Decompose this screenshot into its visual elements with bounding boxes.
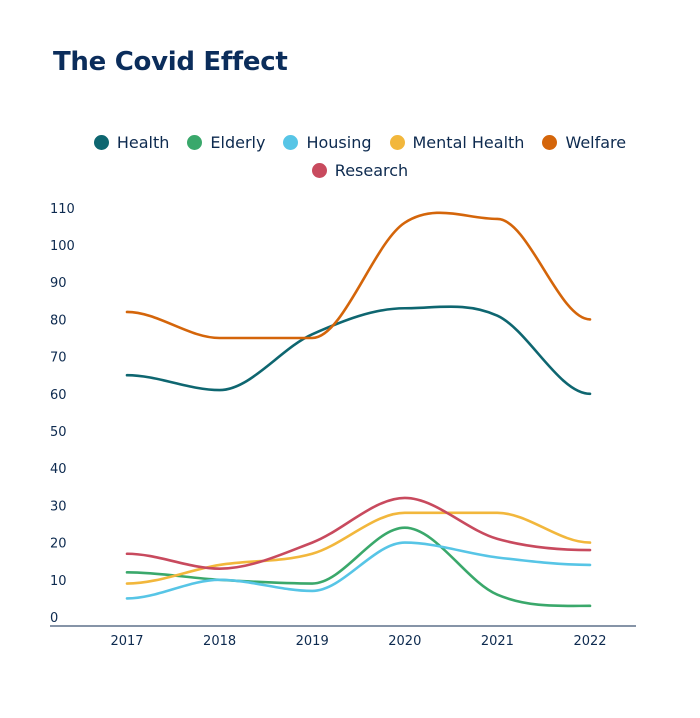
legend: Health Elderly Housing Mental Health Wel…	[60, 128, 660, 184]
series-line-health	[125, 305, 592, 396]
legend-item-mental-health[interactable]: Mental Health	[389, 132, 525, 152]
y-tick-label: 70	[50, 351, 67, 366]
y-tick-label: 110	[50, 202, 75, 217]
legend-item-health[interactable]: Health	[93, 132, 170, 152]
legend-marker-housing	[283, 134, 299, 150]
x-tick-label: 2018	[203, 634, 236, 649]
x-tick-label: 2019	[296, 634, 329, 649]
legend-row-1: Health Elderly Housing Mental Health Wel…	[60, 128, 660, 156]
x-tick-label: 2022	[573, 634, 606, 649]
legend-item-elderly[interactable]: Elderly	[187, 133, 265, 152]
legend-marker-mental-health	[389, 134, 405, 150]
legend-marker-health	[93, 134, 109, 150]
x-tick-label: 2020	[388, 634, 421, 649]
x-tick-label: 2021	[481, 634, 514, 649]
y-tick-label: 90	[50, 276, 67, 291]
legend-item-welfare[interactable]: Welfare	[542, 133, 626, 152]
y-tick-label: 20	[50, 537, 67, 552]
y-tick-label: 80	[50, 313, 67, 328]
legend-label-mental-health: Mental Health	[412, 132, 525, 152]
legend-marker-welfare	[542, 134, 558, 150]
legend-item-research[interactable]: Research	[311, 160, 409, 180]
legend-marker-elderly	[187, 134, 203, 150]
y-tick-label: 40	[50, 462, 67, 477]
y-tick-label: 0	[50, 611, 58, 626]
y-tick-label: 100	[50, 239, 75, 254]
legend-label-health: Health	[116, 132, 170, 152]
series-line-research	[125, 496, 592, 570]
legend-label-elderly: Elderly	[210, 132, 266, 152]
y-tick-label: 10	[50, 574, 67, 589]
x-tick-label: 2017	[110, 634, 143, 649]
legend-row-2: Research	[60, 156, 660, 184]
legend-label-housing: Housing	[306, 132, 372, 152]
y-tick-label: 30	[50, 499, 67, 514]
series-line-housing	[125, 541, 592, 600]
series-line-mental-health	[125, 511, 592, 585]
chart-title: The Covid Effect	[53, 47, 288, 77]
series-line-welfare	[125, 211, 592, 340]
legend-label-welfare: Welfare	[565, 132, 627, 152]
y-tick-label: 60	[50, 388, 67, 403]
y-tick-label: 50	[50, 425, 67, 440]
legend-marker-research	[311, 162, 327, 178]
legend-label-research: Research	[334, 160, 409, 180]
legend-item-housing[interactable]: Housing	[283, 132, 372, 152]
